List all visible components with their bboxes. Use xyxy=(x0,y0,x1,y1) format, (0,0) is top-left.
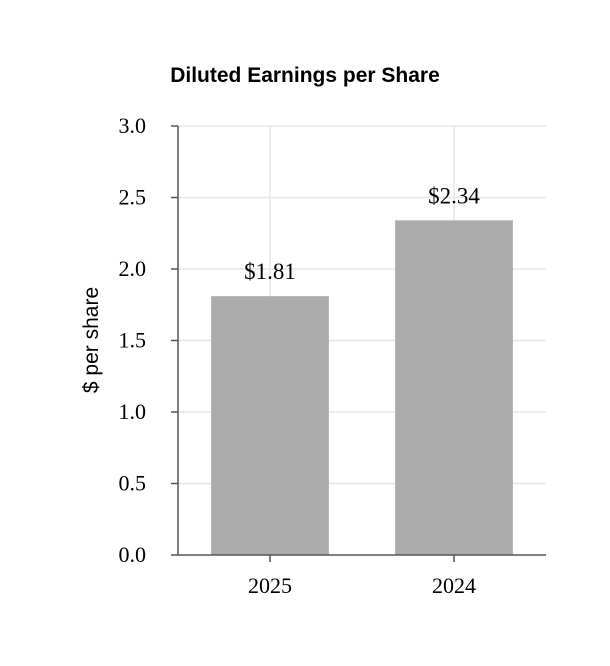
y-tick-label: 2.5 xyxy=(119,185,147,210)
y-tick-label: 1.0 xyxy=(119,399,147,424)
data-label: $1.81 xyxy=(244,259,296,284)
y-tick-label: 0.5 xyxy=(119,471,147,496)
bar-2024 xyxy=(395,220,513,555)
data-label: $2.34 xyxy=(428,183,480,208)
x-tick-label: 2024 xyxy=(432,573,476,598)
chart-title: Diluted Earnings per Share xyxy=(170,64,440,87)
y-axis-label: $ per share xyxy=(80,287,103,393)
y-tick-label: 2.0 xyxy=(119,256,147,281)
bars xyxy=(211,220,513,555)
labels: 0.0 0.5 1.0 1.5 2.0 2.5 3.0 2025 $1.81 2024 $2.34 xyxy=(119,113,481,598)
axes xyxy=(171,125,546,562)
bar-2025 xyxy=(211,296,329,555)
y-tick-label: 3.0 xyxy=(119,113,147,138)
x-tick-label: 2025 xyxy=(248,573,292,598)
y-tick-label: 0.0 xyxy=(119,542,147,567)
y-tick-label: 1.5 xyxy=(119,328,147,353)
